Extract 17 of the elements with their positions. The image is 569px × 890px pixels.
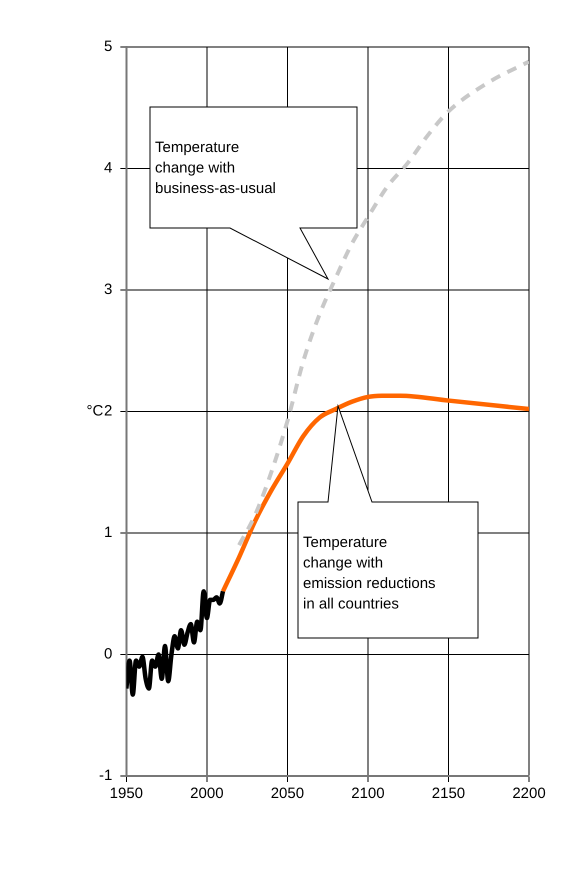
annotation: Temperature change with emission reductions in all countries — [303, 534, 436, 612]
y-tick-label: 5 — [104, 38, 112, 56]
y-tick-label: 4 — [104, 160, 112, 177]
y-axis-title: °C — [86, 402, 104, 420]
y-tick-label: 2 — [104, 402, 112, 420]
y-tick-label: -1 — [98, 767, 112, 784]
x-tick-label: 2050 — [270, 785, 304, 802]
x-tick-label: 2100 — [351, 785, 385, 802]
x-tick-label: 1950 — [110, 785, 144, 802]
annotation: Temperature change with business-as-usual — [155, 139, 276, 197]
y-tick-label: 3 — [104, 281, 112, 298]
line-series — [220, 393, 529, 594]
x-tick-label: 2200 — [512, 785, 546, 802]
y-tick-label: 0 — [104, 646, 112, 663]
x-tick-label: 2000 — [190, 785, 224, 802]
y-tick-label: 1 — [104, 524, 112, 542]
x-tick-label: 2150 — [432, 785, 466, 802]
